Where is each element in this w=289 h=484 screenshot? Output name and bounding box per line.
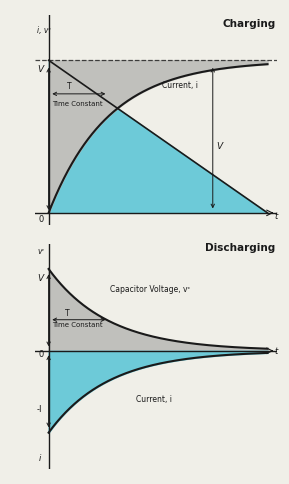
Text: Time Constant: Time Constant — [52, 322, 102, 328]
Text: 0: 0 — [39, 349, 44, 359]
Text: Current, i: Current, i — [136, 394, 172, 404]
Text: Current, i: Current, i — [162, 81, 199, 90]
Text: t: t — [275, 212, 278, 221]
Text: Time Constant: Time Constant — [52, 101, 102, 107]
Text: Discharging: Discharging — [205, 243, 275, 253]
Text: T: T — [65, 309, 70, 318]
Text: vᶜ: vᶜ — [38, 247, 45, 256]
Text: V: V — [38, 65, 44, 75]
Text: T: T — [66, 82, 71, 91]
Text: -I: -I — [37, 405, 42, 414]
Text: Capacitor Voltage, vᶜ: Capacitor Voltage, vᶜ — [110, 285, 190, 294]
Text: V: V — [216, 142, 222, 151]
Text: Charging: Charging — [222, 19, 275, 29]
Text: 0: 0 — [39, 215, 44, 224]
Text: i, vᶜ: i, vᶜ — [38, 26, 52, 35]
Text: t: t — [275, 347, 278, 356]
Text: i: i — [39, 454, 41, 463]
Text: V: V — [38, 274, 44, 283]
